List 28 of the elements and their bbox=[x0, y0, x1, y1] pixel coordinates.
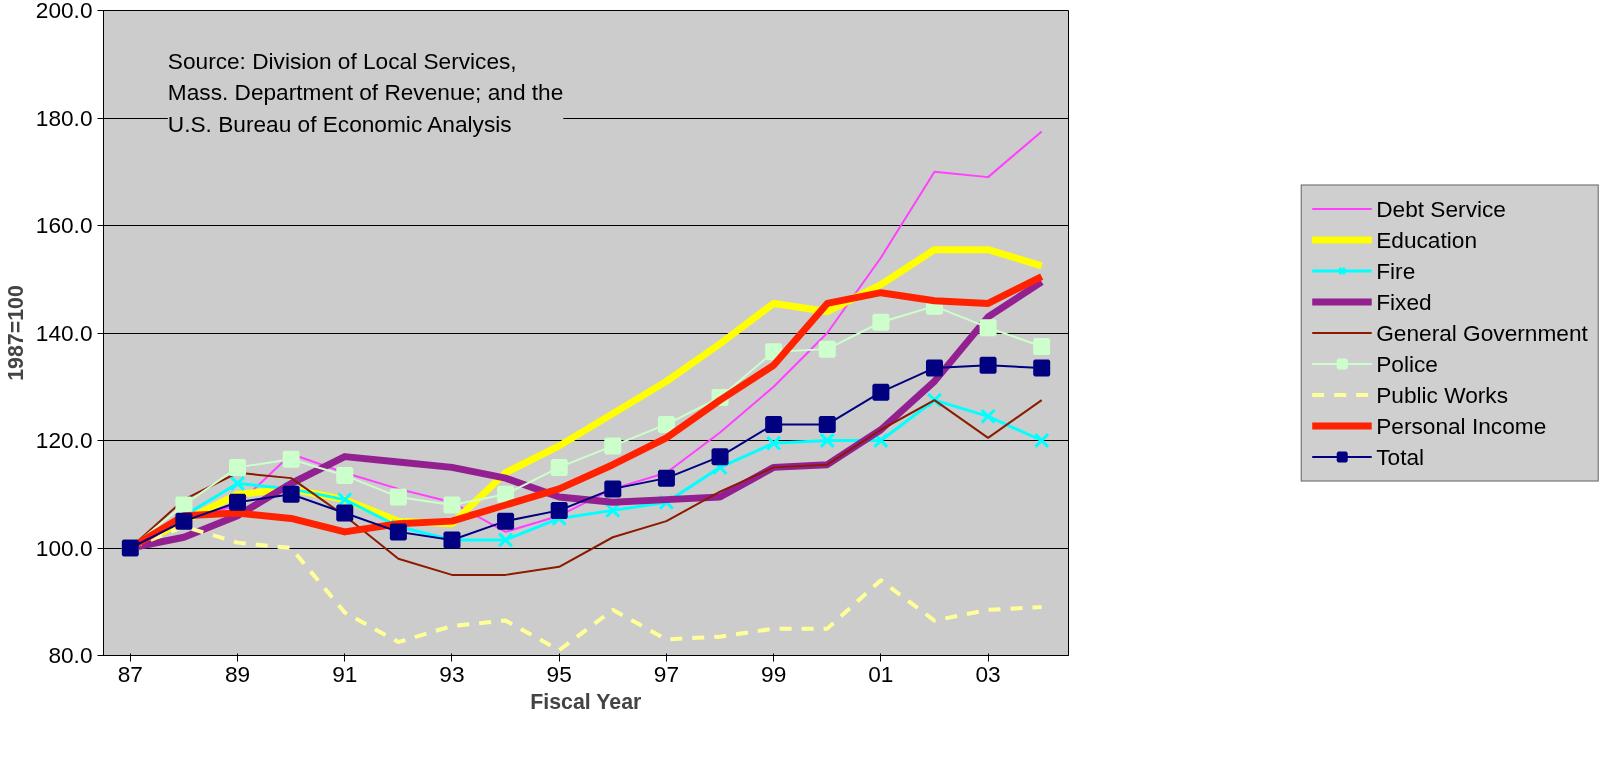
y-axis-title: 1987=100 bbox=[3, 285, 28, 381]
y-tick-label: 160.0 bbox=[35, 212, 93, 238]
legend-label: Public Works bbox=[1376, 381, 1508, 408]
legend-label: Fixed bbox=[1376, 288, 1432, 315]
legend-label: Education bbox=[1376, 226, 1477, 253]
legend-label: Police bbox=[1376, 350, 1438, 377]
y-tick-label: 180.0 bbox=[35, 104, 93, 131]
legend-label: Debt Service bbox=[1376, 195, 1506, 222]
x-axis-title: Fiscal Year bbox=[530, 689, 642, 714]
x-tick-label: 03 bbox=[975, 660, 1001, 687]
x-tick-label: 89 bbox=[224, 660, 251, 687]
legend-label: Personal Income bbox=[1376, 412, 1547, 439]
legend-label: Fire bbox=[1376, 257, 1416, 284]
x-tick-label: 99 bbox=[761, 660, 787, 687]
y-tick-label: 80.0 bbox=[48, 642, 93, 668]
x-tick-label: 97 bbox=[653, 660, 680, 687]
x-tick-label: 95 bbox=[546, 660, 572, 687]
y-tick-label: 200.0 bbox=[35, 0, 93, 23]
x-tick-label: 93 bbox=[439, 660, 465, 687]
x-tick-label: 87 bbox=[117, 660, 143, 687]
legend-label: Total bbox=[1376, 443, 1425, 470]
x-tick-label: 01 bbox=[868, 660, 894, 687]
y-tick-label: 120.0 bbox=[35, 427, 93, 453]
annotation: Source: Division of Local Services, Mass. Department of Revenue; and the U.S. Bureau of Economic Analysis bbox=[167, 48, 564, 137]
y-tick-label: 140.0 bbox=[35, 319, 93, 346]
x-tick-label: 91 bbox=[332, 660, 358, 687]
legend-label: General Government bbox=[1376, 319, 1588, 346]
y-tick-label: 100.0 bbox=[35, 534, 93, 561]
